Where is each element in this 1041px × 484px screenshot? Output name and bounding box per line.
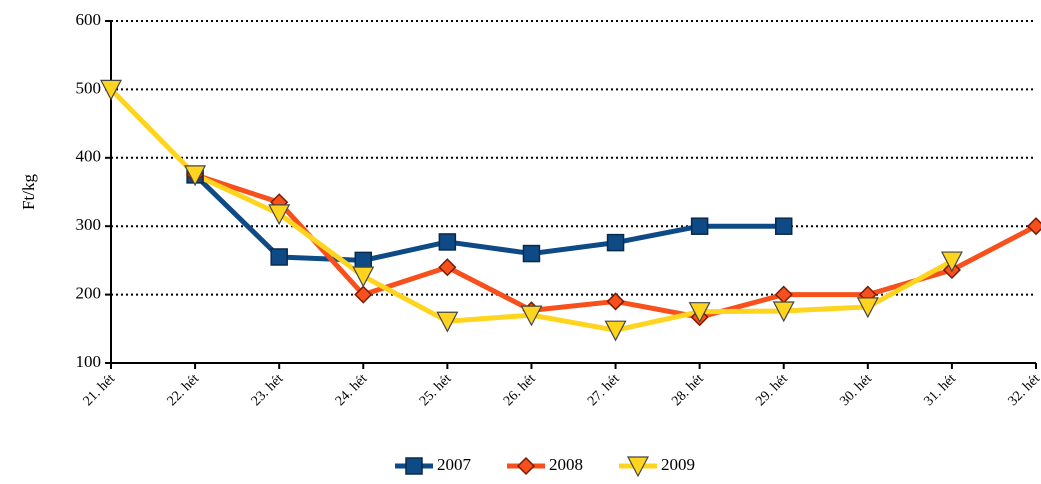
- marker: [774, 217, 793, 235]
- y-tick-label: 500: [76, 78, 102, 97]
- x-tick-label: 31. hét: [921, 371, 959, 409]
- marker: [354, 285, 373, 304]
- x-tick-label: 23. hét: [249, 371, 287, 409]
- marker: [184, 165, 207, 187]
- marker: [516, 456, 536, 476]
- x-tick-label: 27. hét: [585, 371, 623, 409]
- marker: [627, 456, 649, 478]
- marker: [940, 251, 963, 273]
- legend-label: 2007: [437, 455, 472, 474]
- marker: [522, 244, 541, 263]
- marker: [352, 266, 375, 288]
- x-tick-label: 22. hét: [165, 371, 203, 409]
- y-axis-label: Ft/kg: [19, 174, 38, 210]
- marker: [438, 258, 457, 277]
- marker: [438, 233, 457, 251]
- marker: [606, 292, 625, 311]
- marker: [354, 251, 373, 270]
- marker: [606, 233, 625, 252]
- y-tick-label: 600: [76, 10, 102, 29]
- legend-label: 2009: [661, 455, 695, 474]
- marker: [690, 217, 709, 235]
- x-tick-label: 29. hét: [753, 371, 791, 409]
- x-tick-label: 21. hét: [81, 371, 119, 409]
- x-tick-label: 28. hét: [669, 371, 707, 409]
- x-tick-label: 24. hét: [333, 371, 371, 409]
- x-tick-label: 32. hét: [1006, 371, 1041, 409]
- y-tick-label: 100: [76, 352, 102, 371]
- y-tick-label: 300: [76, 215, 102, 234]
- x-tick-label: 26. hét: [501, 371, 539, 409]
- marker: [604, 320, 627, 342]
- marker: [520, 305, 543, 327]
- marker: [688, 302, 711, 323]
- x-tick-label: 30. hét: [837, 371, 875, 409]
- y-tick-label: 200: [76, 284, 102, 303]
- marker: [774, 285, 793, 304]
- marker: [270, 248, 288, 266]
- marker: [1026, 217, 1041, 236]
- x-tick-label: 25. hét: [417, 371, 455, 409]
- marker: [405, 457, 423, 475]
- marker: [100, 79, 122, 101]
- marker: [772, 301, 795, 323]
- series-line: [193, 173, 784, 263]
- legend-label: 2008: [549, 455, 583, 474]
- marker: [268, 204, 291, 226]
- marker: [436, 311, 459, 333]
- y-tick-label: 400: [76, 147, 102, 166]
- marker: [856, 297, 879, 319]
